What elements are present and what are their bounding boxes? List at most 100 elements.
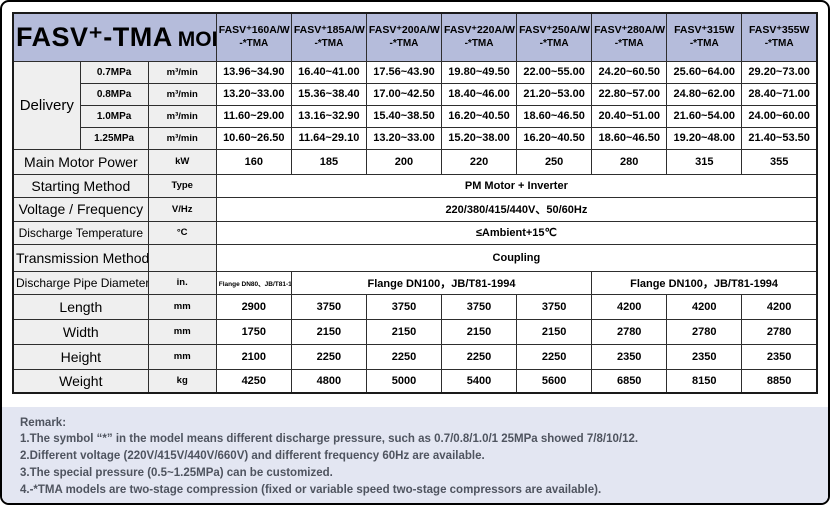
spec-value-cell: 160 bbox=[215, 148, 292, 175]
delivery-value-cell: 24.00~60.00 bbox=[741, 104, 818, 128]
delivery-value-cell: 13.96~34.90 bbox=[215, 60, 292, 84]
delivery-value-cell: 25.60~64.00 bbox=[666, 60, 743, 84]
model-name: FASV⁺185A/W bbox=[293, 24, 365, 37]
spec-span-value: Coupling bbox=[215, 243, 818, 272]
spec-span-value: PM Motor + Inverter bbox=[215, 173, 818, 198]
delivery-value-cell: 16.20~40.50 bbox=[516, 126, 593, 150]
delivery-value-cell: 28.40~71.00 bbox=[741, 82, 818, 106]
unit-cell: m³/min bbox=[147, 104, 217, 128]
spec-value-cell: 4200 bbox=[666, 293, 743, 320]
spec-value-cell: 2350 bbox=[591, 343, 668, 370]
spec-value-cell: 2100 bbox=[215, 343, 292, 370]
table-title-suffix: MODEL bbox=[177, 27, 216, 51]
unit-cell: kW bbox=[147, 148, 217, 175]
spec-value-cell: 5000 bbox=[365, 368, 443, 394]
pressure-cell: 0.8MPa bbox=[79, 82, 149, 106]
delivery-row: 0.8MPa m³/min 13.20~33.00 15.36~38.40 17… bbox=[13, 82, 818, 106]
spec-value-cell: 6850 bbox=[591, 368, 668, 394]
model-column-header: FASV⁺160A/W -*TMA bbox=[215, 12, 292, 62]
spec-value-cell: 2150 bbox=[516, 318, 593, 345]
spec-row-label: Width bbox=[12, 318, 149, 345]
spec-value-cell: 2150 bbox=[365, 318, 443, 345]
voltage-frequency-row: Voltage / Frequency V/Hz 220/380/415/440… bbox=[12, 196, 818, 222]
unit-cell: Type bbox=[147, 173, 217, 198]
delivery-value-cell: 18.60~46.50 bbox=[591, 126, 668, 150]
delivery-value-cell: 24.20~60.50 bbox=[591, 60, 668, 84]
pressure-cell: 0.7MPa bbox=[79, 60, 149, 84]
width-row: Width mm 1750 2150 2150 2150 2150 2780 2… bbox=[12, 318, 818, 345]
model-sub: -*TMA bbox=[689, 38, 719, 50]
delivery-value-cell: 29.20~73.00 bbox=[741, 60, 818, 84]
delivery-value-cell: 19.80~49.50 bbox=[440, 60, 518, 84]
delivery-value-cell: 13.20~33.00 bbox=[215, 82, 292, 106]
model-sub: -*TMA bbox=[389, 38, 419, 50]
model-column-header: FASV⁺280A/W -*TMA bbox=[591, 12, 668, 62]
pipe-value-cell: Flange DN80、JB/T81-1994 bbox=[215, 270, 292, 295]
spec-row-label: Discharge Pipe Diameter bbox=[12, 270, 149, 295]
model-sub: -*TMA bbox=[464, 38, 494, 50]
unit-cell: mm bbox=[147, 318, 217, 345]
delivery-value-cell: 22.80~57.00 bbox=[591, 82, 668, 106]
transmission-method-row: Transmission Method Coupling bbox=[12, 243, 818, 272]
spec-value-cell: 8150 bbox=[666, 368, 743, 394]
pressure-cell: 1.0MPa bbox=[79, 104, 149, 128]
spec-value-cell: 3750 bbox=[516, 293, 593, 320]
spec-value-cell: 3750 bbox=[440, 293, 518, 320]
unit-cell: in. bbox=[147, 270, 217, 295]
spec-value-cell: 200 bbox=[365, 148, 443, 175]
model-name: FASV⁺220A/W bbox=[444, 24, 515, 37]
model-name: FASV⁺355W bbox=[748, 24, 810, 37]
spec-value-cell: 250 bbox=[516, 148, 593, 175]
model-sub: -*TMA bbox=[539, 38, 569, 50]
delivery-value-cell: 17.56~43.90 bbox=[365, 60, 443, 84]
remark-title: Remark: bbox=[20, 417, 67, 429]
model-sub: -*TMA bbox=[614, 38, 644, 50]
unit-cell: mm bbox=[147, 293, 217, 320]
delivery-value-cell: 13.20~33.00 bbox=[365, 126, 443, 150]
spec-value-cell: 4200 bbox=[591, 293, 668, 320]
unit-cell: m³/min bbox=[147, 82, 217, 106]
spec-value-cell: 2250 bbox=[516, 343, 593, 370]
spec-value-cell: 220 bbox=[440, 148, 518, 175]
discharge-pipe-row: Discharge Pipe Diameter in. Flange DN80、… bbox=[12, 270, 818, 295]
spec-value-cell: 4800 bbox=[290, 368, 367, 394]
height-row: Height mm 2100 2250 2250 2250 2250 2350 … bbox=[12, 343, 818, 370]
delivery-value-cell: 21.40~53.50 bbox=[741, 126, 818, 150]
motor-power-row: Main Motor Power kW 160 185 200 220 250 … bbox=[12, 148, 818, 175]
spec-value-cell: 2780 bbox=[666, 318, 743, 345]
model-name: FASV⁺160A/W bbox=[218, 24, 290, 37]
model-column-header: FASV⁺200A/W -*TMA bbox=[365, 12, 443, 62]
unit-cell: m³/min bbox=[147, 126, 217, 150]
spec-value-cell: 2250 bbox=[290, 343, 367, 370]
spec-value-cell: 355 bbox=[741, 148, 818, 175]
unit-cell bbox=[147, 243, 217, 272]
delivery-value-cell: 15.36~38.40 bbox=[290, 82, 367, 106]
delivery-value-cell: 15.40~38.50 bbox=[365, 104, 443, 128]
model-sub: -*TMA bbox=[764, 38, 794, 50]
unit-cell: m³/min bbox=[147, 60, 217, 84]
spec-value-cell: 3750 bbox=[290, 293, 367, 320]
spec-row-label: Starting Method bbox=[12, 173, 149, 198]
delivery-value-cell: 10.60~26.50 bbox=[215, 126, 292, 150]
length-row: Length mm 2900 3750 3750 3750 3750 4200 … bbox=[12, 293, 818, 320]
unit-cell: °C bbox=[147, 220, 217, 245]
weight-row: Weight kg 4250 4800 5000 5400 5600 6850 … bbox=[12, 368, 818, 394]
spec-value-cell: 5600 bbox=[516, 368, 593, 394]
spec-row-label: Discharge Temperature bbox=[12, 220, 149, 245]
model-column-header: FASV⁺220A/W -*TMA bbox=[440, 12, 518, 62]
header-row: FASV⁺-TMAMODEL FASV⁺160A/W-*TMA FASV⁺185… bbox=[12, 12, 818, 62]
spec-value-cell: 8850 bbox=[741, 368, 818, 394]
remark-line: 3.The special pressure (0.5~1.25MPa) can… bbox=[20, 467, 333, 479]
starting-method-row: Starting Method Type PM Motor + Inverter bbox=[12, 173, 818, 198]
remark-line: 4.-*TMA models are two-stage compression… bbox=[20, 484, 602, 496]
spec-span-value: ≤Ambient+15℃ bbox=[215, 220, 818, 245]
spec-row-label: Weight bbox=[12, 368, 149, 394]
delivery-value-cell: 17.00~42.50 bbox=[365, 82, 443, 106]
unit-cell: V/Hz bbox=[147, 196, 217, 222]
model-column-header: FASV⁺315W -*TMA bbox=[666, 12, 743, 62]
spec-table: FASV⁺-TMAMODEL FASV⁺160A/W-*TMA FASV⁺185… bbox=[12, 12, 818, 394]
spec-value-cell: 2900 bbox=[215, 293, 292, 320]
delivery-row: 1.25MPa m³/min 10.60~26.50 11.64~29.10 1… bbox=[13, 126, 818, 150]
pipe-span-value: Flange DN100，JB/T81-1994 bbox=[290, 270, 593, 295]
spec-value-cell: 2150 bbox=[290, 318, 367, 345]
